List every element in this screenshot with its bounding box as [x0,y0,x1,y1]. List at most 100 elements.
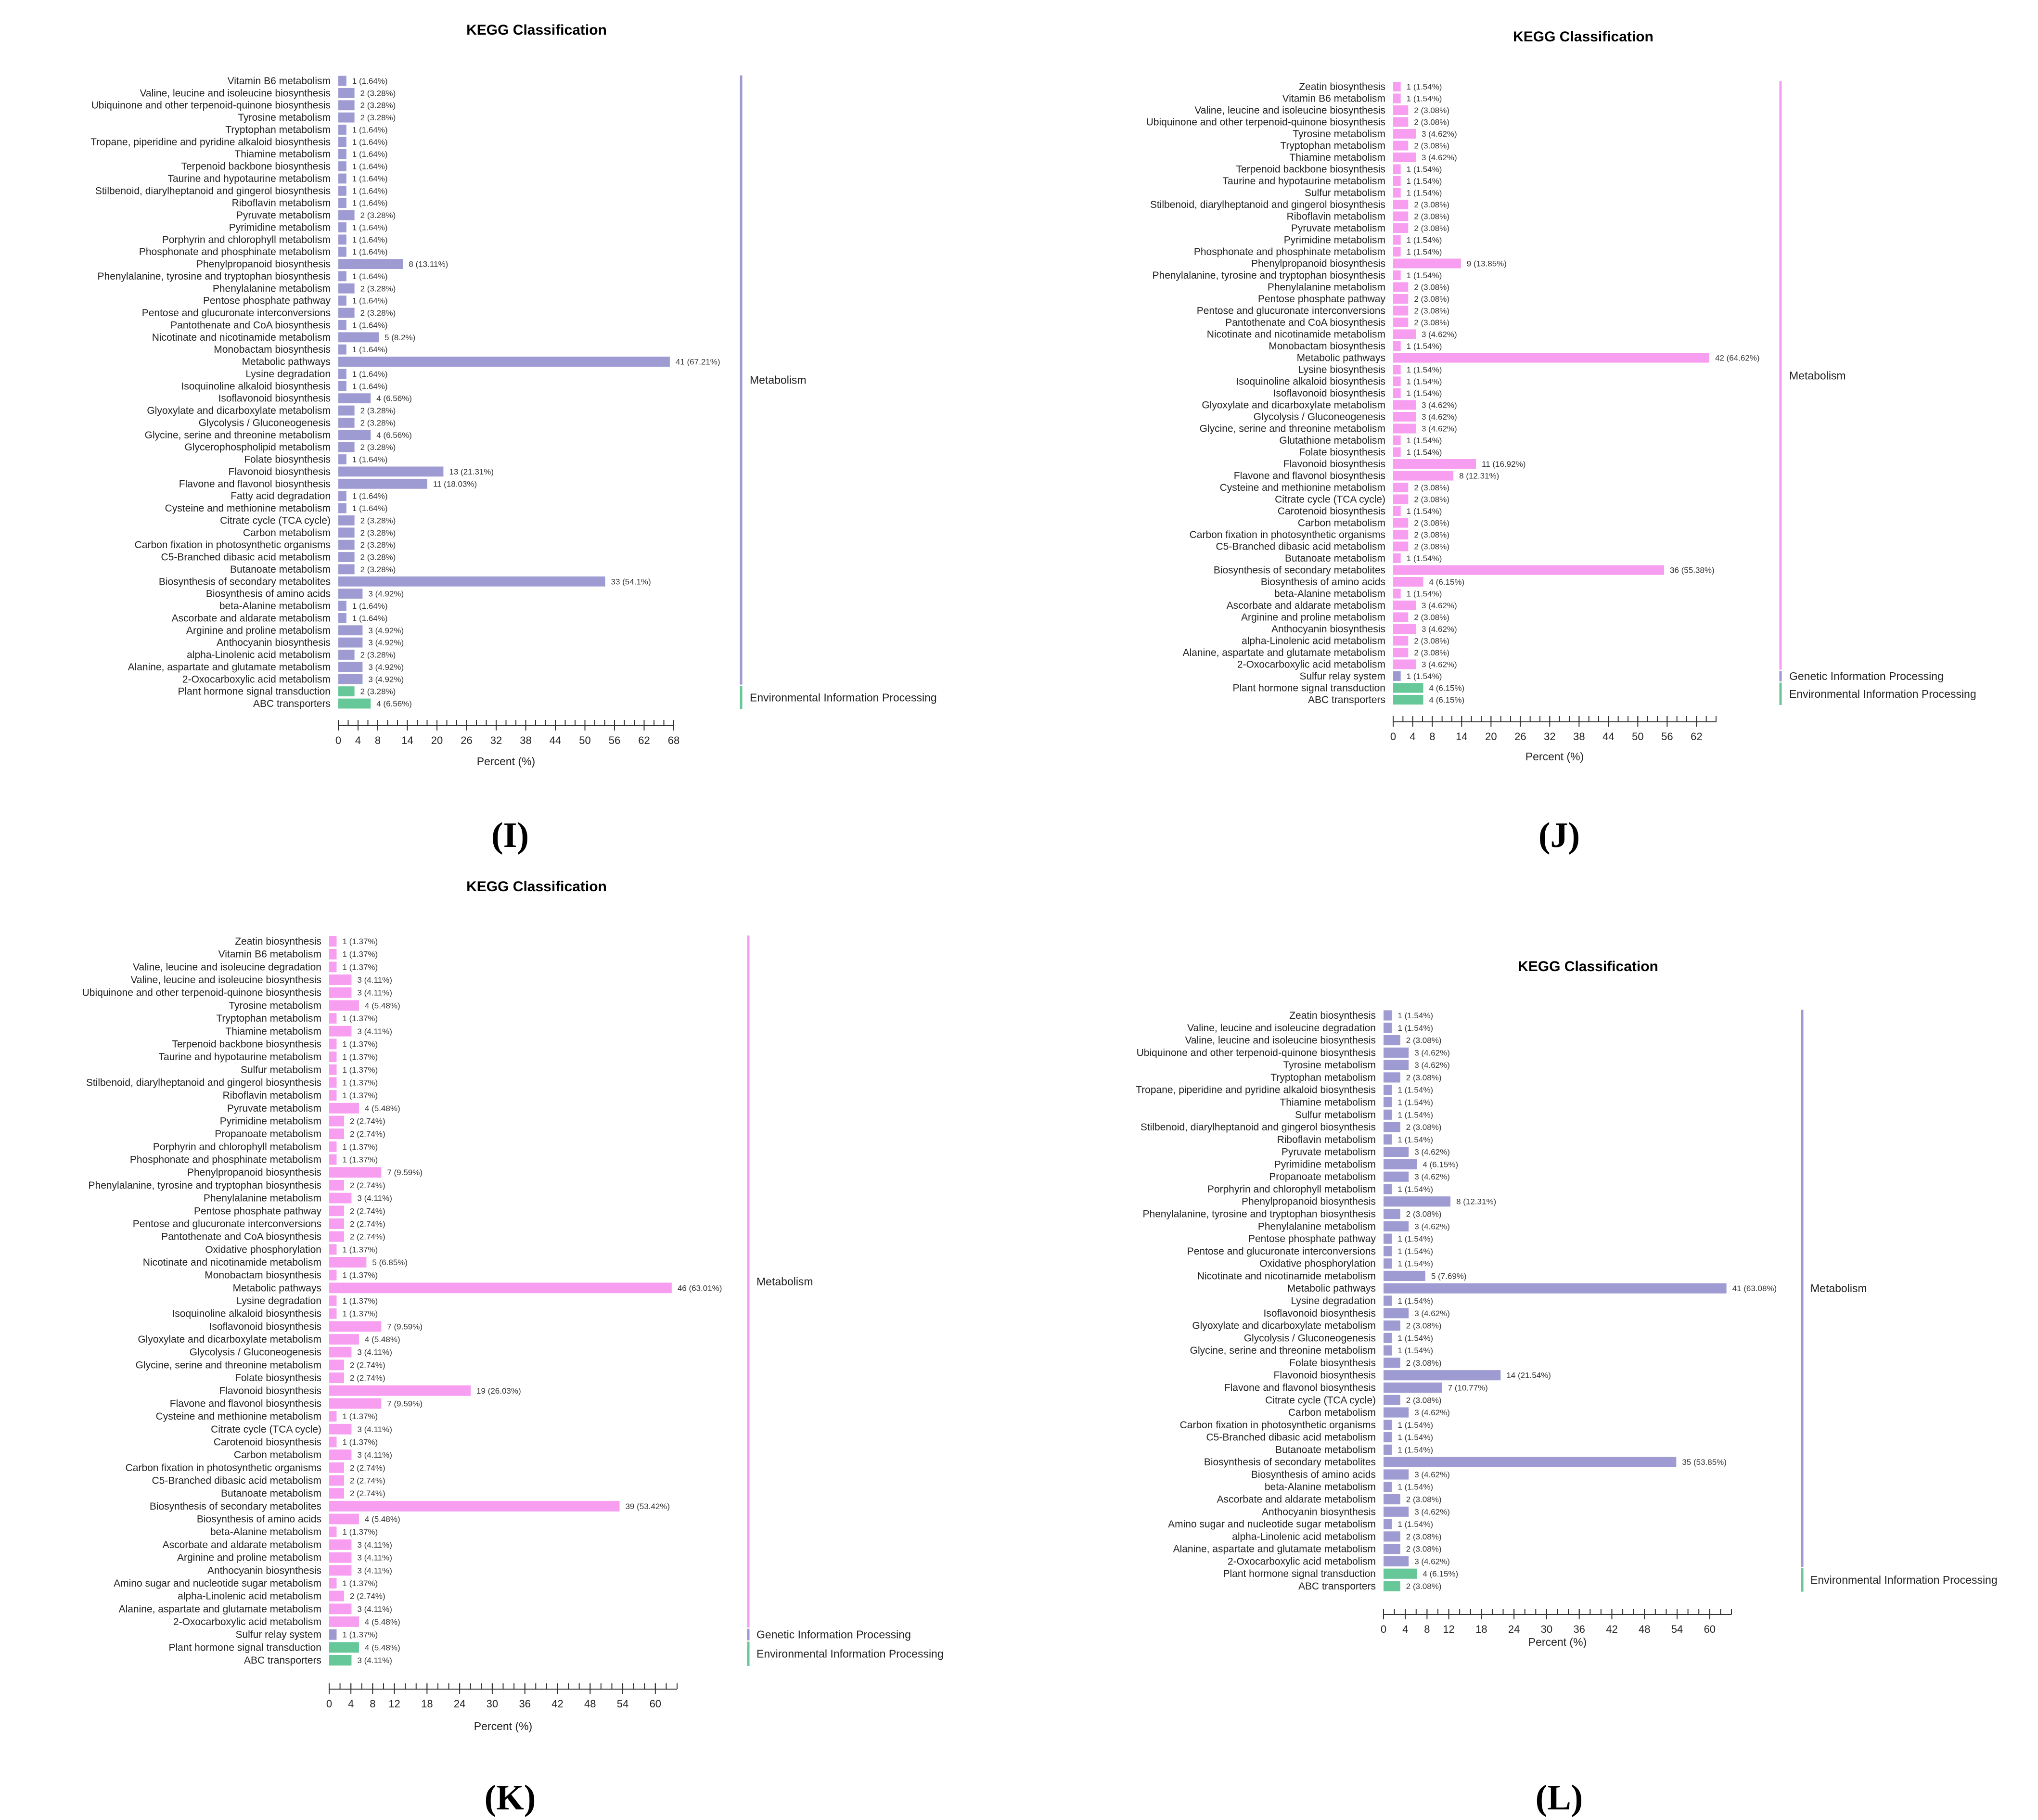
bar-value-label: 5 (7.69%) [1431,1271,1467,1281]
bar [1384,1147,1409,1157]
bar [1384,1047,1409,1058]
category-label: Tropane, piperidine and pyridine alkaloi… [90,137,331,148]
bar [1384,1444,1392,1455]
bar-value-label: 3 (4.62%) [1422,129,1457,139]
x-axis-label: Percent (%) [474,1720,532,1732]
bar-value-label: 1 (1.54%) [1397,1011,1433,1020]
bar-value-label: 1 (1.37%) [342,1271,378,1280]
bar [329,1462,344,1473]
x-axis-tick-label: 60 [1704,1623,1716,1635]
x-axis-tick-label: 68 [668,734,679,746]
bar-value-label: 3 (4.11%) [357,975,392,985]
category-label: Pentose phosphate pathway [1248,1233,1376,1244]
bar [338,149,346,159]
bar-value-label: 4 (6.15%) [1429,695,1465,705]
category-label: Phenylalanine metabolism [204,1193,321,1204]
bar [1393,482,1409,493]
category-label: Valine, leucine and isoleucine degradati… [133,961,321,973]
bar [338,466,444,477]
bar [1393,459,1476,469]
bar-value-label: 1 (1.54%) [1397,1421,1433,1430]
bar-value-label: 1 (1.37%) [342,1437,378,1447]
x-axis-tick-label: 30 [1541,1623,1552,1635]
category-label: Pyruvate metabolism [227,1103,321,1114]
category-label: Flavone and flavonol biosynthesis [179,478,331,489]
bar [1384,1568,1417,1579]
category-label: Anthocyanin biosynthesis [217,637,331,648]
bar-value-label: 1 (1.37%) [342,1412,378,1421]
category-label: Folate biosynthesis [1289,1358,1376,1369]
category-label: Glycine, serine and threonine metabolism [1200,423,1385,435]
bar-value-label: 1 (1.37%) [342,1039,378,1049]
category-label: Taurine and hypotaurine metabolism [158,1051,321,1063]
category-label: Anthocyanin biosynthesis [207,1565,321,1576]
bar [329,1102,359,1114]
bar-value-label: 4 (6.15%) [1429,684,1465,693]
bar-value-label: 3 (4.62%) [1422,424,1457,434]
category-label: Carotenoid biosynthesis [1278,506,1385,517]
bar-value-label: 4 (6.15%) [1423,1569,1458,1578]
bar-value-label: 3 (4.62%) [1414,1408,1450,1417]
category-label: Valine, leucine and isoleucine biosynthe… [1185,1035,1376,1046]
bar [1384,1333,1392,1343]
bar-value-label: 1 (1.37%) [342,1052,378,1062]
x-axis-tick-label: 26 [461,734,472,746]
bar-value-label: 2 (3.08%) [1414,106,1449,115]
bar-value-label: 2 (3.28%) [360,308,396,318]
category-label: Ubiquinone and other terpenoid-quinone b… [91,100,331,111]
bar [338,454,346,464]
bar-value-label: 35 (53.85%) [1682,1458,1727,1467]
category-label: Pantothenate and CoA biosynthesis [161,1231,321,1243]
category-label: Zeatin biosynthesis [1299,81,1385,92]
bar-value-label: 3 (4.62%) [1422,601,1457,610]
x-axis-tick-label: 0 [335,734,341,746]
bar [1384,1506,1409,1517]
bar-value-label: 1 (1.64%) [352,125,388,134]
bar-value-label: 3 (4.62%) [1422,412,1457,422]
group-label: Environmental Information Processing [1789,688,1976,700]
category-label: Nicotinate and nicotinamide metabolism [143,1257,321,1268]
bar-value-label: 2 (3.28%) [360,101,396,110]
category-label: Zeatin biosynthesis [1289,1010,1376,1021]
category-label: Tropane, piperidine and pyridine alkaloi… [1136,1085,1376,1096]
bar-value-label: 7 (9.59%) [387,1399,423,1408]
category-label: Pentose phosphate pathway [1258,294,1386,305]
category-label: Sulfur metabolism [1305,188,1385,199]
bar-value-label: 1 (1.54%) [1397,1098,1433,1107]
bar [329,1346,352,1358]
bar [338,686,355,697]
bar [329,1577,337,1589]
category-label: Lysine biosynthesis [1298,364,1385,375]
bar-value-label: 4 (6.15%) [1429,577,1465,587]
bar-value-label: 2 (3.08%) [1406,1123,1442,1132]
bar-value-label: 2 (3.08%) [1406,1321,1442,1331]
bar-value-label: 2 (3.08%) [1414,530,1449,539]
x-axis-tick-label: 32 [1544,731,1555,743]
bar [1384,1097,1392,1108]
bar [338,112,355,123]
category-label: Alanine, aspartate and glutamate metabol… [1183,647,1385,658]
bar-value-label: 2 (3.08%) [1406,1495,1442,1504]
category-label: Citrate cycle (TCA cycle) [1275,494,1385,505]
x-axis-label: Percent (%) [1528,1636,1587,1648]
category-label: Biosynthesis of secondary metabolites [150,1501,321,1512]
bar-value-label: 2 (3.28%) [360,284,396,293]
bar-value-label: 1 (1.54%) [1397,1259,1433,1269]
x-axis-tick-label: 50 [579,734,590,746]
bar-value-label: 3 (4.11%) [357,1604,392,1614]
bar [329,1500,620,1512]
bar-value-label: 36 (55.38%) [1670,566,1715,575]
bar [1393,577,1423,587]
x-axis-tick-label: 24 [454,1698,465,1710]
bar [1384,1233,1392,1244]
bar-value-label: 3 (4.62%) [1414,1309,1450,1318]
bar [329,1167,382,1178]
category-label: Glycine, serine and threonine metabolism [136,1359,321,1371]
x-axis-tick-label: 20 [1485,731,1497,743]
category-label: Phenylpropanoid biosynthesis [1242,1196,1376,1207]
category-label: alpha-Linolenic acid metabolism [187,650,331,661]
bar-value-label: 1 (1.37%) [342,962,378,972]
bar [1384,1395,1400,1405]
category-label: Carbon fixation in photosynthetic organi… [1180,1420,1376,1431]
bar-value-label: 1 (1.37%) [342,1155,378,1165]
